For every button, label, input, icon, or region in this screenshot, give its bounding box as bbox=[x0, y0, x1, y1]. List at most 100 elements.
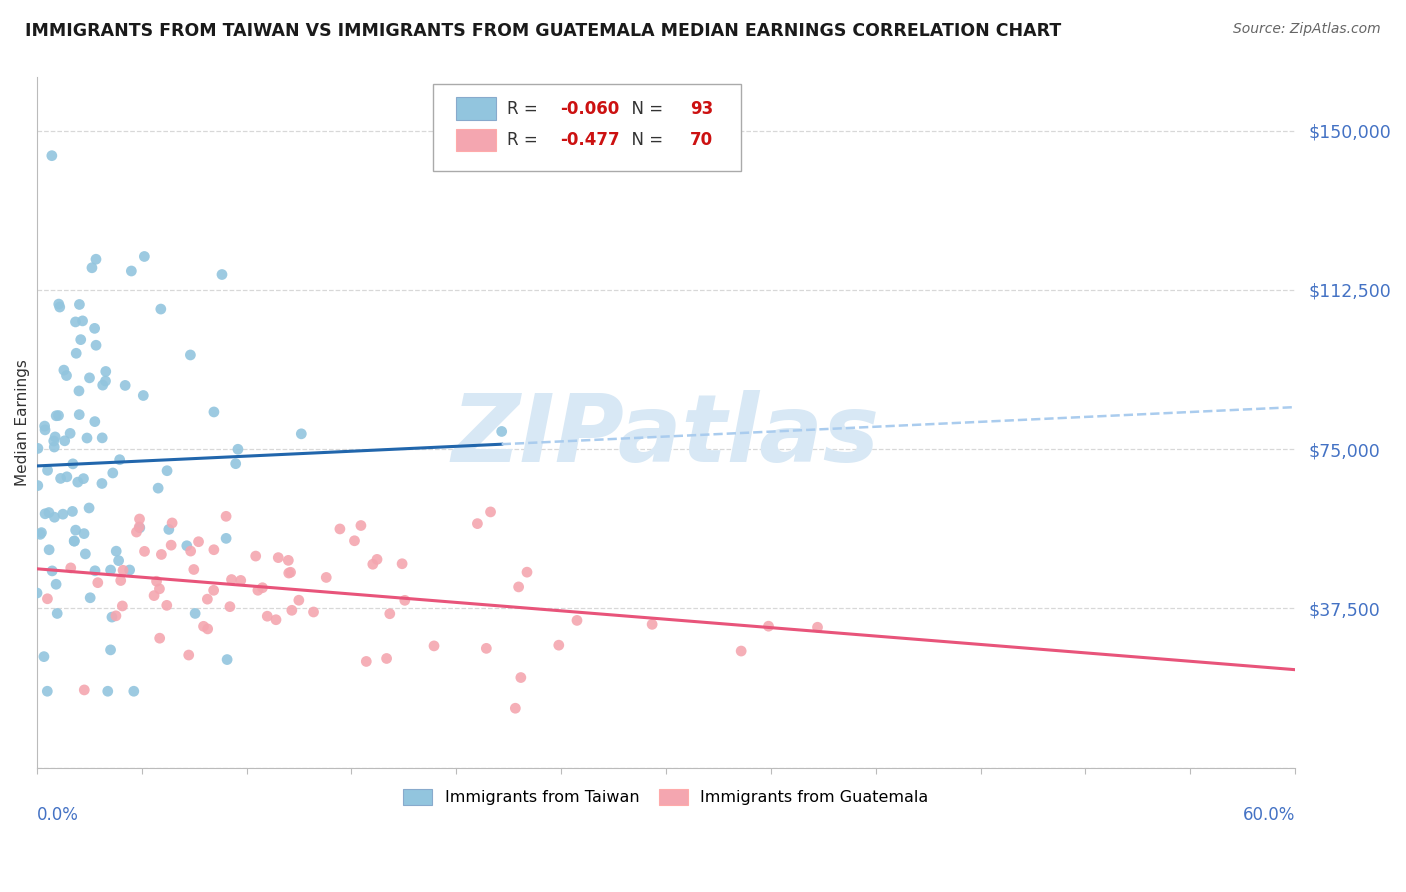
Point bbox=[101, 610, 124, 624]
Point bbox=[72, 472, 94, 486]
Point bbox=[87, 575, 110, 590]
Point bbox=[202, 405, 225, 419]
Point bbox=[215, 532, 238, 546]
Point bbox=[65, 523, 87, 537]
Text: R =: R = bbox=[508, 100, 544, 118]
Point bbox=[91, 378, 114, 392]
Point bbox=[143, 589, 166, 603]
Point bbox=[90, 476, 112, 491]
Point bbox=[91, 431, 114, 445]
Point bbox=[565, 614, 588, 628]
Point bbox=[34, 507, 56, 521]
Point bbox=[391, 557, 413, 571]
Point bbox=[128, 520, 150, 534]
Point bbox=[730, 644, 752, 658]
Point bbox=[75, 547, 97, 561]
Point bbox=[641, 617, 664, 632]
Point bbox=[118, 563, 141, 577]
Point bbox=[264, 613, 287, 627]
Point bbox=[145, 574, 167, 589]
Point bbox=[547, 638, 569, 652]
Point bbox=[55, 368, 77, 383]
Point bbox=[160, 516, 183, 530]
Point bbox=[41, 149, 63, 163]
Point bbox=[225, 457, 247, 471]
Point bbox=[132, 388, 155, 402]
Point bbox=[277, 566, 299, 580]
Point bbox=[94, 374, 117, 388]
Point bbox=[134, 544, 156, 558]
Point bbox=[177, 648, 200, 662]
Text: -0.060: -0.060 bbox=[561, 100, 620, 118]
Point bbox=[423, 639, 446, 653]
Point bbox=[156, 464, 179, 478]
Point bbox=[193, 619, 215, 633]
Legend: Immigrants from Taiwan, Immigrants from Guatemala: Immigrants from Taiwan, Immigrants from … bbox=[396, 782, 935, 812]
Point bbox=[27, 442, 49, 456]
Point bbox=[42, 434, 65, 448]
Point bbox=[122, 684, 145, 698]
Point bbox=[229, 574, 252, 588]
Point bbox=[267, 550, 290, 565]
Point bbox=[221, 573, 243, 587]
Point bbox=[128, 521, 150, 535]
Point bbox=[62, 457, 84, 471]
Text: 93: 93 bbox=[690, 100, 713, 118]
Point bbox=[179, 348, 201, 362]
Text: 0.0%: 0.0% bbox=[37, 805, 79, 823]
Point bbox=[187, 534, 209, 549]
Text: N =: N = bbox=[620, 100, 668, 118]
Point bbox=[30, 527, 52, 541]
Point bbox=[37, 463, 59, 477]
Point bbox=[52, 507, 75, 521]
Point bbox=[101, 466, 124, 480]
Point bbox=[277, 553, 299, 567]
Point bbox=[84, 564, 107, 578]
Text: 70: 70 bbox=[690, 130, 713, 149]
Point bbox=[67, 408, 90, 422]
Point bbox=[156, 599, 179, 613]
Point bbox=[180, 544, 202, 558]
Point bbox=[366, 552, 388, 566]
Point bbox=[53, 434, 76, 448]
Point bbox=[226, 442, 249, 457]
Point bbox=[280, 566, 302, 580]
Text: IMMIGRANTS FROM TAIWAN VS IMMIGRANTS FROM GUATEMALA MEDIAN EARNINGS CORRELATION : IMMIGRANTS FROM TAIWAN VS IMMIGRANTS FRO… bbox=[25, 22, 1062, 40]
Point bbox=[69, 333, 91, 347]
Point bbox=[184, 607, 207, 621]
Point bbox=[100, 563, 122, 577]
Point bbox=[44, 440, 66, 454]
Point bbox=[97, 684, 120, 698]
Point bbox=[356, 655, 378, 669]
Point bbox=[104, 608, 127, 623]
Point bbox=[67, 297, 90, 311]
Point bbox=[202, 583, 225, 598]
Point bbox=[160, 538, 183, 552]
Text: ZIPatlas: ZIPatlas bbox=[451, 391, 880, 483]
Point bbox=[66, 475, 89, 489]
Point bbox=[146, 481, 169, 495]
Point bbox=[84, 252, 107, 267]
Point bbox=[38, 542, 60, 557]
Point bbox=[76, 431, 98, 445]
Point bbox=[219, 599, 242, 614]
Point bbox=[65, 346, 87, 360]
Point bbox=[37, 591, 59, 606]
Point bbox=[375, 651, 398, 665]
Point bbox=[197, 622, 219, 636]
Point bbox=[361, 558, 384, 572]
Point bbox=[105, 544, 128, 558]
Point bbox=[37, 684, 59, 698]
Point bbox=[62, 504, 84, 518]
Point bbox=[509, 671, 531, 685]
Text: Source: ZipAtlas.com: Source: ZipAtlas.com bbox=[1233, 22, 1381, 37]
Point bbox=[49, 471, 72, 485]
Point bbox=[73, 526, 96, 541]
FancyBboxPatch shape bbox=[433, 85, 741, 170]
Point bbox=[30, 525, 52, 540]
Point bbox=[245, 549, 267, 563]
Point bbox=[63, 534, 86, 549]
Point bbox=[211, 268, 233, 282]
Text: -0.477: -0.477 bbox=[561, 130, 620, 149]
Point bbox=[77, 500, 100, 515]
